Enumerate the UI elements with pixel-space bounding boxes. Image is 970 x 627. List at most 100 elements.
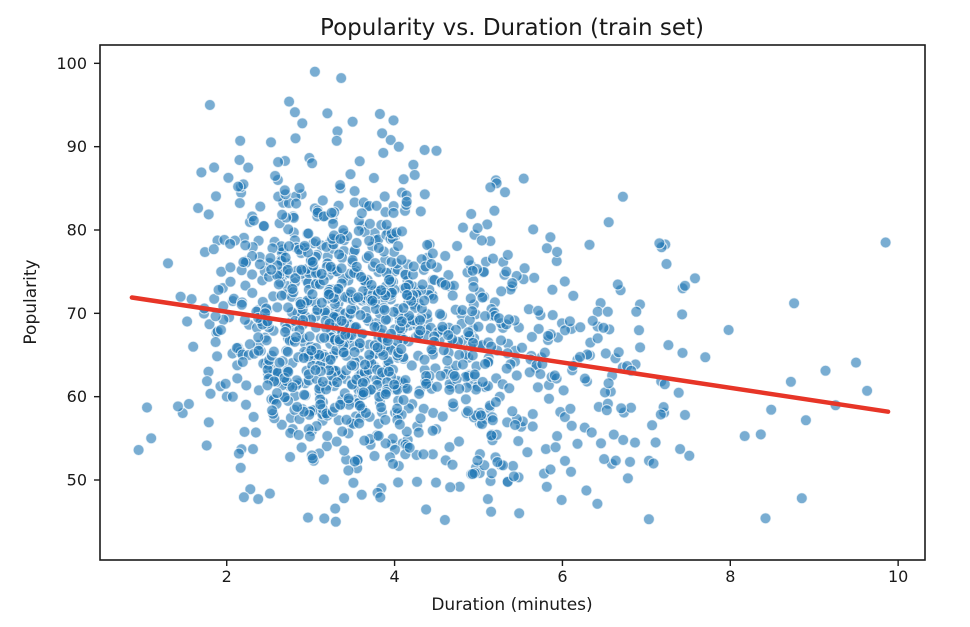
scatter-point xyxy=(271,301,284,314)
scatter-point xyxy=(233,197,246,210)
scatter-point xyxy=(192,202,205,215)
scatter-point xyxy=(548,369,561,382)
scatter-point xyxy=(272,278,285,291)
fit-line xyxy=(129,295,891,414)
scatter-point xyxy=(379,413,392,426)
scatter-point xyxy=(321,107,334,120)
scatter-point xyxy=(788,297,801,310)
scatter-point xyxy=(344,168,357,181)
scatter-point xyxy=(373,107,386,121)
scatter-point xyxy=(738,430,751,443)
scatter-point xyxy=(612,346,625,359)
scatter-point xyxy=(602,377,615,390)
scatter-point xyxy=(433,307,447,320)
scatter-point xyxy=(395,225,409,238)
scatter-point xyxy=(246,268,259,281)
scatter-point xyxy=(301,511,315,524)
scatter-point xyxy=(410,475,424,488)
scatter-point xyxy=(484,322,497,335)
scatter-point xyxy=(298,239,311,252)
scatter-point xyxy=(476,291,489,304)
scatter-point xyxy=(418,143,431,157)
scatter-point xyxy=(286,381,299,394)
scatter-point xyxy=(418,188,431,201)
scatter-point xyxy=(551,430,564,443)
scatter-point xyxy=(289,331,303,344)
scatter-point xyxy=(476,375,489,389)
scatter-point xyxy=(214,323,228,336)
scatter-point xyxy=(378,303,391,316)
scatter-point xyxy=(211,350,224,363)
scatter-point xyxy=(239,398,253,411)
scatter-point xyxy=(306,157,319,170)
scatter-point xyxy=(558,275,571,288)
scatter-point xyxy=(879,236,892,249)
scatter-point xyxy=(674,443,687,456)
scatter-point xyxy=(378,190,391,203)
scatter-point xyxy=(355,488,368,501)
scatter-point xyxy=(354,309,367,322)
scatter-point xyxy=(322,288,335,301)
scatter-point xyxy=(466,305,479,318)
scatter-point xyxy=(264,136,278,149)
scatter-point xyxy=(246,443,260,456)
scatter-point xyxy=(503,382,516,395)
scatter-point xyxy=(246,286,259,299)
scatter-point xyxy=(203,98,216,112)
scatter-point xyxy=(467,281,480,294)
scatter-point xyxy=(305,344,318,357)
scatter-point xyxy=(434,369,447,382)
scatter-point xyxy=(567,289,580,302)
scatter-point xyxy=(532,322,545,335)
scatter-point xyxy=(240,379,253,392)
scatter-point xyxy=(353,337,366,350)
chart-title: Popularity vs. Duration (train set) xyxy=(320,15,704,41)
scatter-point xyxy=(538,346,551,359)
scatter-point xyxy=(436,410,449,423)
scatter-point xyxy=(506,459,520,473)
scatter-point xyxy=(309,364,322,377)
y-axis: 50 60 70 80 90 100 xyxy=(56,54,100,490)
scatter-point xyxy=(654,408,667,421)
scatter-point xyxy=(583,238,596,251)
scatter-point xyxy=(282,240,296,253)
scatter-point xyxy=(407,260,420,273)
scatter-point xyxy=(526,408,539,421)
scatter-point xyxy=(414,324,427,337)
scatter-point xyxy=(333,248,346,261)
scatter-point xyxy=(754,428,767,441)
scatter-point xyxy=(485,505,498,518)
scatter-point xyxy=(531,381,544,394)
scatter-point xyxy=(209,190,223,203)
scatter-point xyxy=(283,95,296,108)
scatter-point xyxy=(602,216,615,229)
scatter-point xyxy=(517,172,530,185)
scatter-point xyxy=(281,263,294,276)
scatter-point xyxy=(182,397,195,411)
x-tick-label: 8 xyxy=(725,567,735,586)
scatter-point xyxy=(395,253,408,266)
scatter-point xyxy=(348,185,361,198)
scatter-point xyxy=(370,199,383,212)
scatter-point xyxy=(352,224,365,237)
scatter-point xyxy=(676,308,689,321)
scatter-point xyxy=(521,446,534,459)
scatter-point xyxy=(471,454,484,467)
scatter-point xyxy=(397,393,410,407)
scatter-point xyxy=(544,231,557,244)
scatter-point xyxy=(617,433,630,447)
scatter-point xyxy=(662,339,675,352)
scatter-point xyxy=(318,512,331,525)
scatter-point xyxy=(417,448,430,461)
scatter-point xyxy=(269,169,282,182)
scatter-point xyxy=(324,353,337,366)
scatter-point xyxy=(387,114,400,127)
scatter-point xyxy=(611,278,624,291)
scatter-point xyxy=(345,359,358,372)
scatter-point xyxy=(407,158,420,171)
scatter-point xyxy=(558,454,572,467)
scatter-point xyxy=(481,493,494,506)
scatter-point xyxy=(542,329,555,342)
scatter-point xyxy=(395,343,408,356)
scatter-point xyxy=(377,146,390,159)
